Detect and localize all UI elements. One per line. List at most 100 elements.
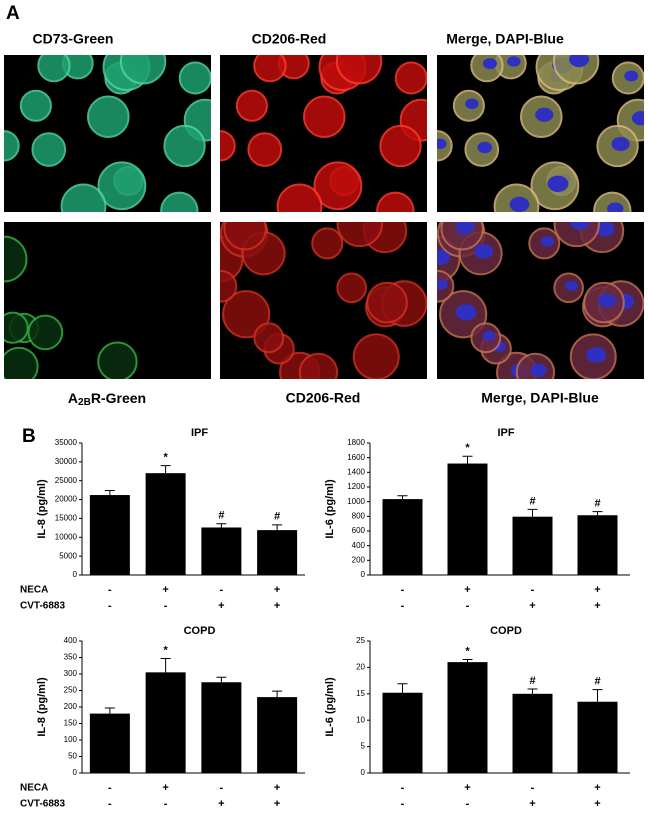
cell [336, 222, 383, 248]
y-tick-label: 100 [64, 735, 78, 744]
treatment-sign: - [108, 782, 112, 794]
treatment-sign: - [531, 782, 535, 794]
bar [512, 693, 553, 773]
treatment-sign: + [594, 600, 600, 612]
treatment-sign: - [401, 600, 405, 612]
cells [4, 55, 211, 212]
cell [379, 124, 422, 168]
cells [437, 55, 644, 212]
treatment-name: CVT-6883 [20, 799, 65, 810]
significance-marker: # [529, 495, 535, 507]
y-tick-label: 800 [352, 511, 366, 520]
cell [223, 222, 267, 251]
treatment-sign: + [218, 798, 224, 810]
cell [553, 222, 600, 248]
cell [60, 183, 107, 212]
caption: CD206-Red [286, 390, 361, 406]
y-tick-label: 30000 [55, 457, 78, 466]
nucleus [586, 346, 607, 363]
chart-title: COPD [490, 625, 522, 637]
nucleus [569, 222, 590, 230]
significance-marker: * [163, 452, 168, 464]
bar [512, 516, 553, 575]
y-tick-label: 0 [361, 768, 366, 777]
y-tick-label: 0 [361, 570, 366, 579]
nucleus [437, 249, 451, 265]
nucleus [611, 136, 630, 152]
cell [247, 132, 283, 167]
treatment-sign: - [220, 782, 224, 794]
significance-marker: * [163, 644, 168, 656]
cells [4, 235, 138, 379]
chart-title: COPD [184, 625, 216, 637]
y-tick-label: 200 [64, 702, 78, 711]
y-tick-label: 5 [361, 742, 366, 751]
bar [145, 672, 186, 773]
treatment-sign: + [464, 584, 470, 596]
nucleus [547, 175, 569, 192]
cells [437, 222, 644, 379]
significance-marker: # [218, 510, 224, 522]
treatment-sign: + [162, 782, 168, 794]
bar [201, 527, 242, 575]
cells [220, 55, 427, 212]
significance-marker: * [465, 645, 470, 657]
bar [382, 499, 423, 575]
treatment-name: NECA [20, 585, 48, 596]
y-tick-label: 250 [64, 686, 78, 695]
treatment-sign: + [274, 782, 280, 794]
cell [352, 333, 400, 379]
cells [220, 222, 427, 379]
treatment-sign: - [401, 584, 405, 596]
bar [382, 692, 423, 773]
y-tick-label: 1200 [347, 482, 365, 491]
treatment-sign: - [531, 584, 535, 596]
treatment-sign: - [164, 600, 168, 612]
cell [253, 322, 285, 354]
cell [335, 55, 383, 85]
nucleus [530, 363, 547, 377]
y-tick-label: 20000 [55, 495, 78, 504]
y-tick-label: 1800 [347, 438, 365, 447]
error-bar [527, 688, 538, 694]
treatment-sign: + [529, 798, 535, 810]
significance-marker: # [274, 511, 280, 523]
y-tick-label: 25 [356, 636, 365, 645]
y-tick-label: 400 [64, 636, 78, 645]
nucleus [595, 222, 615, 237]
error-bar [104, 490, 115, 496]
panel-label: A [6, 3, 20, 24]
caption: CD206-Red [252, 31, 327, 47]
nucleus [455, 304, 477, 321]
cell [376, 191, 415, 212]
treatment-sign: - [108, 584, 112, 596]
treatment-sign: - [108, 600, 112, 612]
error-bar [160, 657, 171, 673]
cell [119, 55, 167, 85]
micrograph [4, 222, 211, 379]
cell [394, 61, 427, 95]
nucleus [482, 330, 496, 341]
treatment-sign: + [274, 798, 280, 810]
treatment-sign: + [162, 584, 168, 596]
y-tick-label: 20 [356, 663, 365, 672]
error-bar [592, 689, 603, 702]
treatment-name: CVT-6883 [20, 601, 65, 612]
treatment-sign: + [218, 600, 224, 612]
treatment-sign: + [464, 782, 470, 794]
treatment-sign: - [401, 798, 405, 810]
cell [303, 95, 346, 139]
treatment-sign: - [108, 798, 112, 810]
significance-marker: # [529, 675, 535, 687]
cell [37, 55, 71, 83]
bar [89, 713, 130, 773]
cell [311, 227, 344, 260]
cell [163, 124, 206, 168]
cell [336, 272, 367, 304]
nucleus [535, 107, 554, 122]
bar [577, 515, 618, 575]
y-tick-label: 35000 [55, 438, 78, 447]
treatment-sign: - [220, 584, 224, 596]
y-axis-label: IL-8 (pg/ml) [36, 479, 48, 539]
nucleus [437, 138, 447, 149]
